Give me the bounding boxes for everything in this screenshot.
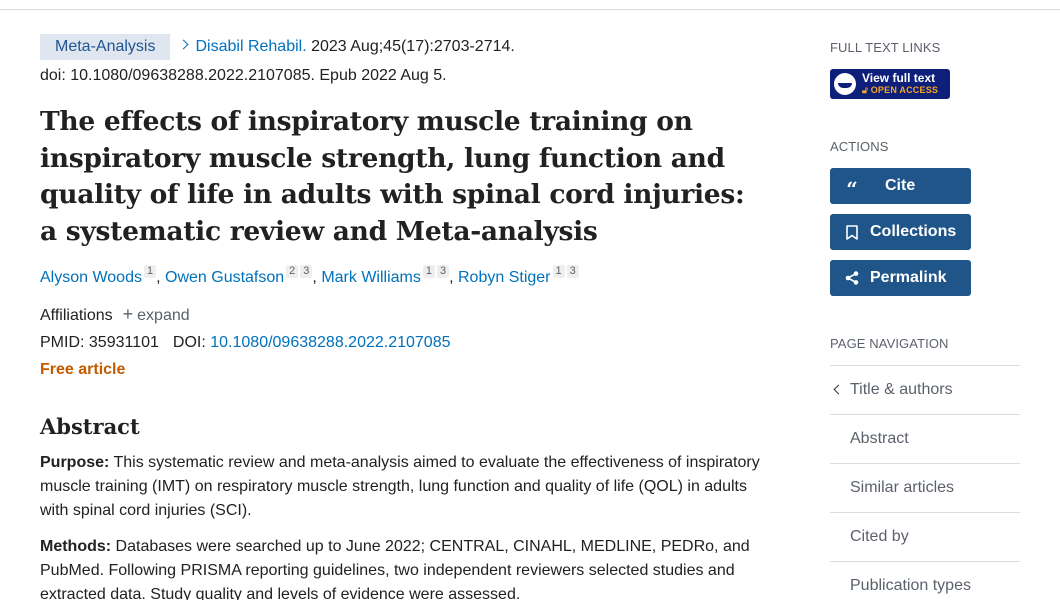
affiliation-ref[interactable]: 3	[566, 265, 579, 278]
nav-title-authors[interactable]: Title & authors	[830, 366, 1020, 415]
abstract-methods: Methods: Databases were searched up to J…	[40, 538, 750, 600]
nav-abstract[interactable]: Abstract	[830, 415, 1020, 464]
journal-link[interactable]: Disabil Rehabil.	[195, 38, 307, 55]
view-full-text-button[interactable]: View full text 🔓︎ OPEN ACCESS	[830, 69, 950, 99]
identifiers-row: PMID: 35931101 DOI: 10.1080/09638288.2022…	[40, 331, 760, 355]
page-navigation: Title & authors Abstract Similar article…	[830, 365, 1020, 600]
quote-icon: “	[846, 177, 858, 201]
bookmark-icon	[843, 224, 861, 240]
doi-line: doi: 10.1080/09638288.2022.2107085. Epub…	[40, 67, 447, 84]
publisher-logo-icon	[834, 73, 856, 95]
expand-affiliations-button[interactable]: expand	[137, 307, 190, 324]
affiliation-ref[interactable]: 3	[436, 265, 450, 278]
chevron-right-icon	[179, 39, 189, 50]
doi-label: DOI:	[172, 334, 206, 351]
unlock-icon: 🔓︎	[862, 85, 871, 95]
affiliations-row: Affiliations + expand	[40, 302, 760, 328]
page-navigation-heading: PAGE NAVIGATION	[830, 336, 949, 351]
nav-cited-by[interactable]: Cited by	[830, 513, 1020, 562]
affiliation-ref[interactable]: 1	[552, 265, 565, 278]
permalink-button[interactable]: Permalink	[830, 260, 971, 296]
nav-publication-types[interactable]: Publication types	[830, 562, 1020, 600]
doi-link[interactable]: 10.1080/09638288.2022.2107085	[210, 334, 451, 351]
affiliation-ref[interactable]: 3	[300, 265, 313, 278]
pmid-label: PMID:	[40, 334, 85, 351]
author-link[interactable]: Robyn Stiger	[458, 269, 551, 286]
pmid-value: 35931101	[88, 334, 159, 351]
article-main: Meta-Analysis Disabil Rehabil. 2023 Aug;4…	[40, 32, 760, 600]
citation-line: Meta-Analysis Disabil Rehabil. 2023 Aug;4…	[40, 32, 760, 61]
author-link[interactable]: Alyson Woods	[40, 269, 142, 286]
plus-icon[interactable]: +	[122, 304, 134, 324]
actions-group: “ Cite Collections Permalink	[830, 168, 1020, 296]
author-list: Alyson Woods 1, Owen Gustafson 2 3, Mark Wi…	[40, 265, 760, 290]
author-link[interactable]: Owen Gustafson	[165, 269, 285, 286]
section-label: Purpose:	[40, 454, 110, 471]
author-link[interactable]: Mark Williams	[321, 269, 421, 286]
full-text-links-heading: FULL TEXT LINKS	[830, 40, 941, 55]
share-icon	[843, 271, 861, 285]
nav-similar-articles[interactable]: Similar articles	[830, 464, 1020, 513]
affiliation-ref[interactable]: 1	[143, 265, 157, 278]
publication-type-badge: Meta-Analysis	[40, 33, 171, 60]
cite-button[interactable]: “ Cite	[830, 168, 971, 204]
free-article-label: Free article	[40, 361, 126, 378]
article-title: The effects of inspiratory muscle traini…	[40, 106, 745, 247]
section-label: Methods:	[40, 538, 112, 555]
chevron-left-icon	[833, 384, 844, 395]
affiliations-label: Affiliations	[40, 307, 113, 324]
sidebar: FULL TEXT LINKS View full text 🔓︎ OPEN A…	[830, 40, 1020, 600]
abstract-heading: Abstract	[40, 414, 140, 439]
abstract-purpose: Purpose: This systematic review and meta…	[40, 454, 760, 519]
affiliation-ref[interactable]: 1	[422, 265, 435, 278]
collections-button[interactable]: Collections	[830, 214, 971, 250]
open-access-label: 🔓︎ OPEN ACCESS	[862, 85, 939, 95]
citation-details: 2023 Aug;45(17):2703-2714.	[306, 38, 515, 55]
header-divider	[0, 9, 1060, 10]
actions-heading: ACTIONS	[830, 139, 889, 154]
affiliation-ref[interactable]: 2	[286, 265, 299, 278]
